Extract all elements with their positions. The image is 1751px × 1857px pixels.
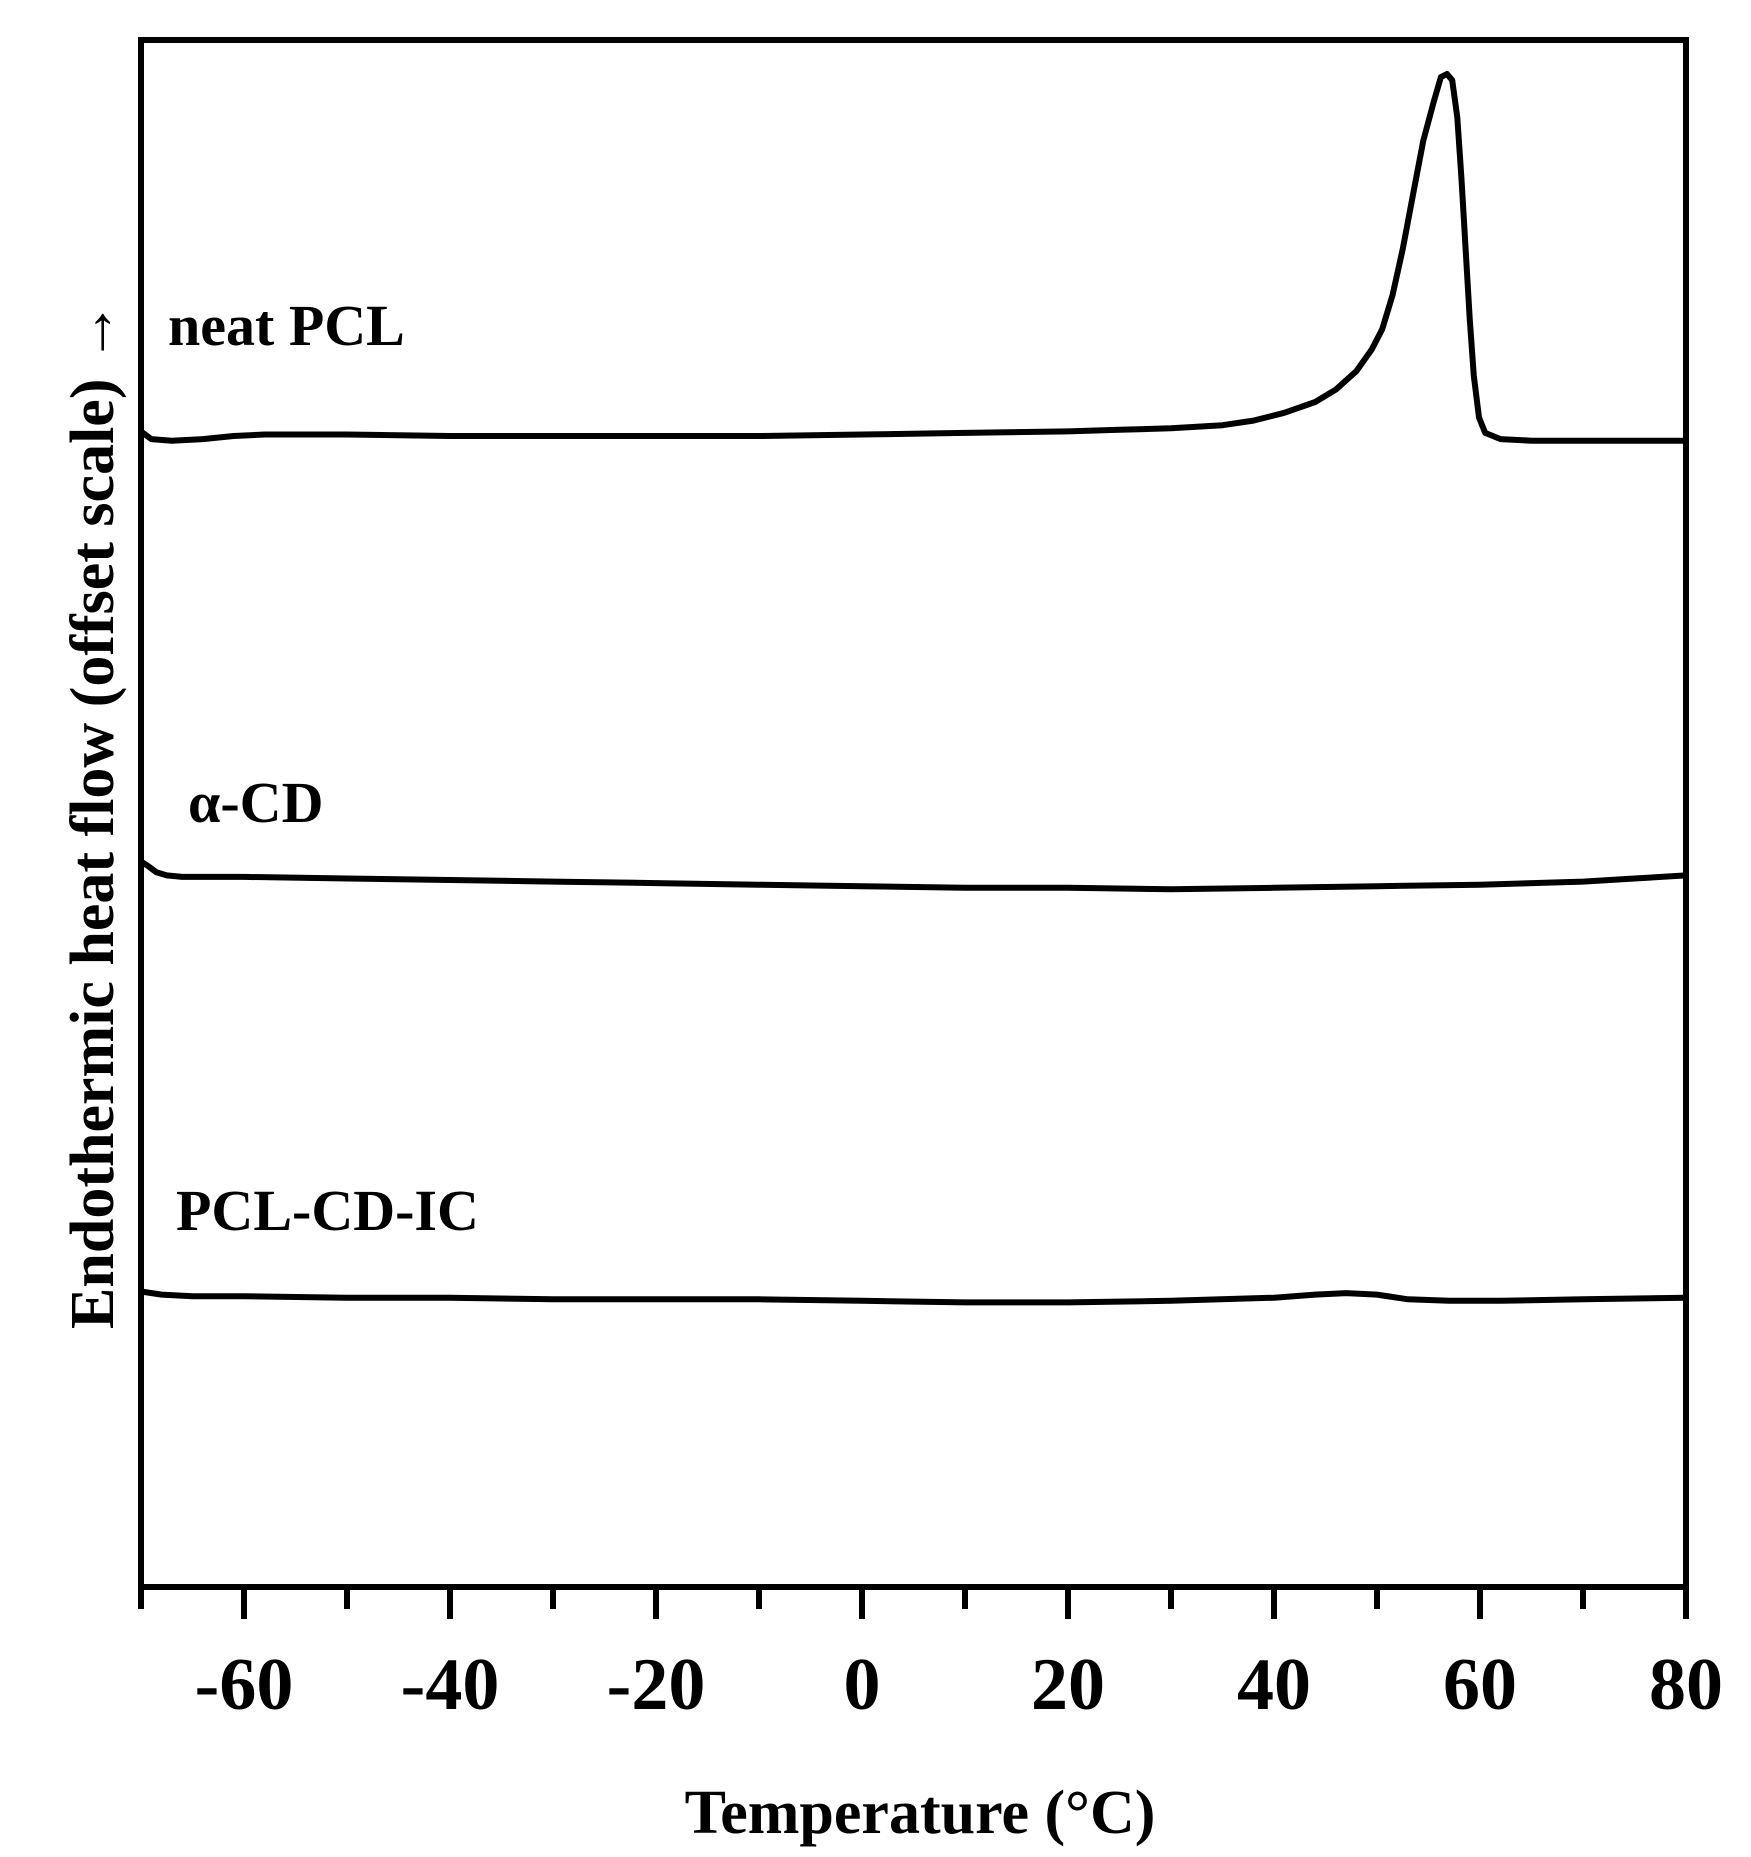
x-tick-label: 40: [1237, 1644, 1311, 1726]
series-line: [138, 1288, 1689, 1306]
x-tick-label: -40: [401, 1644, 500, 1726]
series-label: PCL-CD-IC: [176, 1178, 479, 1243]
x-tick-label: -20: [607, 1644, 706, 1726]
x-tick-label: 20: [1031, 1644, 1105, 1726]
x-tick-label: 60: [1443, 1644, 1517, 1726]
y-axis-title: Endothermic heat flow (offset scale) →: [59, 301, 127, 1329]
x-tick-label: -60: [195, 1644, 294, 1726]
curves: [138, 71, 1689, 1306]
x-axis-title: Temperature (°C): [685, 1779, 1156, 1847]
x-ticks: [138, 1587, 1689, 1619]
series-label: neat PCL: [168, 293, 405, 358]
series-line: [138, 71, 1689, 444]
x-tick-labels: -60 -40 -20 0 20 40 60 80: [195, 1644, 1723, 1726]
plot-frame: [138, 37, 1689, 1590]
series-label: α-CD: [188, 770, 323, 835]
series-line: [138, 858, 1689, 893]
series-labels: neat PCL α-CD PCL-CD-IC: [168, 293, 479, 1243]
x-tick-label: 0: [844, 1644, 881, 1726]
x-tick-label: 80: [1649, 1644, 1723, 1726]
